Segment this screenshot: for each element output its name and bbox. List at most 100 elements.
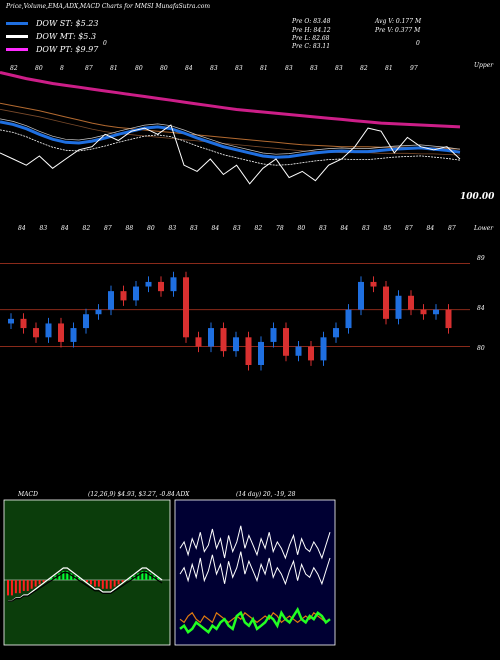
ema-top-tick: 80 <box>135 65 143 72</box>
legend-label-mt: DOW MT: $5.3 <box>36 31 97 41</box>
ema-bottom-tick: 78 <box>276 225 284 232</box>
ema-top-tick: 81 <box>385 65 393 72</box>
ema-bottom-tick: 84 <box>18 225 26 232</box>
price-label-84: 84 <box>477 305 485 312</box>
ema-bottom-tick: 83 <box>319 225 327 232</box>
ema-top-tick: 97 <box>410 65 418 72</box>
ema-bottom-tick: 84 <box>212 225 220 232</box>
ema-top-tick: 82 <box>360 65 368 72</box>
candle-body <box>70 328 77 342</box>
ema-top-tick: 83 <box>335 65 343 72</box>
ema-bottom-tick: 80 <box>298 225 306 232</box>
candle-body <box>308 346 314 361</box>
candle-body <box>158 281 164 292</box>
candle-body <box>295 346 302 356</box>
lower-label: Lower <box>474 225 494 232</box>
ema-top-tick: 83 <box>210 65 218 72</box>
candle-body <box>208 328 214 347</box>
candle-body <box>383 286 389 319</box>
ohlc-low: Pre L: 82.68 <box>292 35 330 42</box>
candle-body <box>133 286 139 301</box>
legend-dow-pt: DOW PT: $9.97 <box>6 43 98 55</box>
ema-top-tick: 81 <box>110 65 118 72</box>
ema-bottom-tick: 83 <box>169 225 177 232</box>
legend-dow-st: DOW ST: $5.23 <box>6 17 98 29</box>
candle-body <box>120 291 127 301</box>
candle-body <box>245 337 252 365</box>
ema-top-tick: 82 <box>10 65 18 72</box>
ema-short-band <box>0 129 461 166</box>
ema-bottom-tick: 82 <box>83 225 91 232</box>
legend-swatch-pt <box>6 47 28 51</box>
ohlc-high: Pre H: 84.12 <box>292 27 331 34</box>
candle-body <box>333 328 339 338</box>
candle-body <box>108 291 114 310</box>
legend-dow-mt: DOW MT: $5.3 <box>6 30 96 42</box>
price-line <box>0 124 461 185</box>
ema-top-tick: 81 <box>260 65 268 72</box>
candle-body <box>258 341 264 365</box>
value-label: 100.00 <box>460 192 495 202</box>
ema-top-tick: 83 <box>235 65 243 72</box>
price-label-89: 89 <box>477 255 485 262</box>
ema-bottom-tick: 84 <box>341 225 349 232</box>
ema-top-tick: 8 <box>60 65 64 72</box>
macd-line <box>8 567 163 602</box>
candle-body <box>345 309 352 329</box>
price-label-80: 80 <box>477 345 485 352</box>
ema-top-tick: 83 <box>310 65 318 72</box>
upper-label: Upper <box>474 62 494 69</box>
candle-body <box>95 309 102 315</box>
ema-bottom-tick: 87 <box>104 225 112 232</box>
candle-body <box>83 314 89 329</box>
macd-signal-line <box>8 571 163 602</box>
adx-plus-di <box>179 525 331 560</box>
ema-bottom-tick: 83 <box>190 225 198 232</box>
adx-params: (14 day) 20, -19, 28 <box>236 491 296 498</box>
ema-bottom-tick: 82 <box>255 225 263 232</box>
candle-body <box>58 323 64 342</box>
ema-bottom-tick: 88 <box>126 225 134 232</box>
candle-body <box>370 281 377 287</box>
candle-body <box>220 328 227 352</box>
zero-label: 0 <box>103 40 107 47</box>
candle-body <box>170 277 177 292</box>
ema-short-upper <box>0 118 461 155</box>
candle-body <box>145 281 152 287</box>
candle-body <box>408 295 414 310</box>
avg-volume: Avg V: 0.177 M <box>375 18 422 25</box>
ema-top-tick: 80 <box>35 65 43 72</box>
candle-body <box>420 309 427 315</box>
adx-label: ADX <box>176 491 190 498</box>
candle-body <box>270 328 277 342</box>
legend-label-pt: DOW PT: $9.97 <box>36 44 99 54</box>
ema-long-line <box>0 70 461 129</box>
ema-bottom-tick: 84 <box>61 225 69 232</box>
candle-body <box>33 328 39 338</box>
candle-body <box>195 337 202 347</box>
candle-body <box>8 318 14 324</box>
zero-label-right: 0 <box>416 40 420 47</box>
macd-label: MACD <box>18 491 38 498</box>
candle-body <box>395 295 402 319</box>
legend-swatch-mt <box>6 34 28 38</box>
ema-bottom-tick: 87 <box>405 225 413 232</box>
ohlc-close: Pre C: 83.11 <box>292 43 331 50</box>
ema-top-tick: 80 <box>160 65 168 72</box>
ema-top-tick: 84 <box>185 65 193 72</box>
candle-body <box>183 277 189 338</box>
adx-minus-di <box>179 551 331 586</box>
candle-body <box>283 328 289 356</box>
ohlc-open: Pre O: 83.48 <box>292 18 331 25</box>
legend-label-st: DOW ST: $5.23 <box>36 18 99 28</box>
candle-body <box>358 281 364 310</box>
ema-bottom-tick: 87 <box>448 225 456 232</box>
ema-short-line <box>0 120 461 159</box>
candle-body <box>433 309 439 315</box>
candle-body <box>233 337 239 352</box>
prev-volume: Pre V: 0.377 M <box>375 27 421 34</box>
candle-body <box>20 318 27 329</box>
candle-body <box>320 337 327 361</box>
ema-top-tick: 87 <box>85 65 93 72</box>
